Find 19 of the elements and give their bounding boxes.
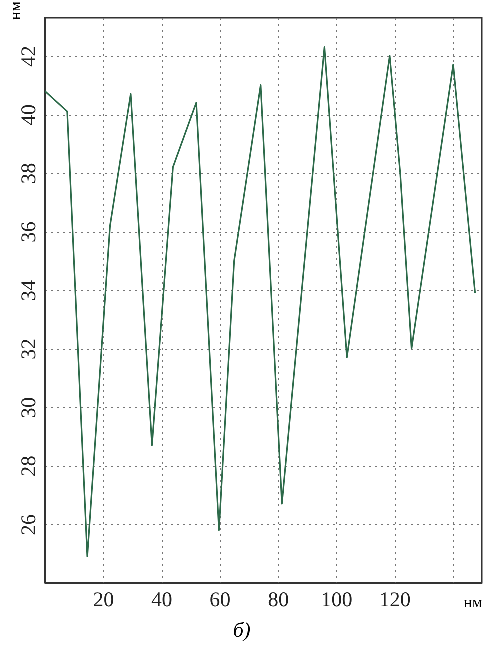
x-axis-title: нм	[464, 594, 482, 612]
y-tick-label: 34	[16, 280, 40, 302]
x-tick-label: 60	[210, 588, 231, 612]
line-series	[45, 46, 476, 558]
x-tick-label: 40	[152, 588, 173, 612]
x-tick-label: 120	[379, 588, 411, 612]
x-tick-label: 80	[268, 588, 290, 612]
y-tick-label: 32	[16, 338, 40, 360]
text: б)	[232, 618, 252, 643]
y-tick-label: 40	[16, 104, 40, 126]
y-tick-label: 28	[16, 456, 40, 477]
y-tick-label: 42	[16, 46, 40, 68]
y-tick-label: 38	[16, 163, 40, 184]
y-tick-label: 30	[16, 397, 40, 418]
y-axis-title: нм	[8, 2, 24, 20]
x-tick-label: 100	[321, 588, 353, 612]
x-tick-label: 20	[93, 588, 114, 612]
y-tick-label: 26	[16, 514, 40, 536]
y-tick-label: 36	[16, 222, 40, 243]
